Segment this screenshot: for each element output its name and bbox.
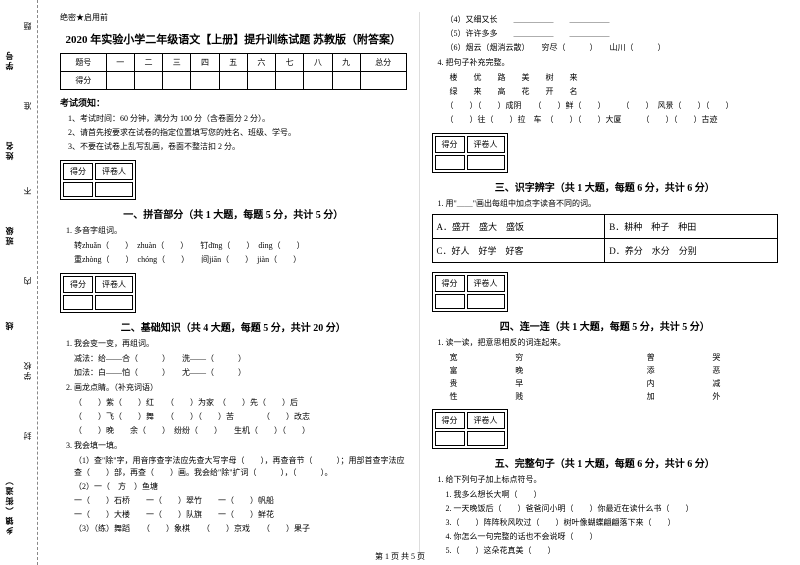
- section5-title: 五、完整句子（共 1 大题，每题 6 分，共计 6 分）: [432, 455, 779, 470]
- notice-item: 2、请首先按要求在试卷的指定位置填写您的姓名、班级、学号。: [68, 127, 407, 138]
- q-item: 4. 把句子补充完整。: [438, 57, 779, 69]
- binding-label: 姓名: [4, 140, 15, 160]
- notice-item: 3、不要在试卷上乱写乱画，卷面不整洁扣 2 分。: [68, 141, 407, 152]
- q-sub: 重zhòng（ ） chóng（ ） 间jiān（ ） jiàn（ ）: [74, 254, 407, 266]
- grader-box: 得分评卷人: [432, 409, 508, 449]
- q-item: 1. 给下列句子加上标点符号。: [438, 474, 779, 486]
- q-item: 1. 多音字组词。: [66, 225, 407, 237]
- q-sub: （ ）飞（ ）舞 （ ）（ ）苦 （ ）改志: [74, 411, 407, 423]
- binding-label: 线: [4, 320, 15, 330]
- binding-label: 班级: [4, 225, 15, 245]
- grader-box: 得分评卷人: [432, 133, 508, 173]
- q-item: 2. 画龙点睛。（补充词语）: [66, 382, 407, 394]
- q-sub: （5）许许多多 ＿＿＿＿＿ ＿＿＿＿＿: [446, 28, 779, 40]
- q-sub: 加法：白——怕（ ） 尤——（ ）: [74, 367, 407, 379]
- pair-row: 宽穷曾哭: [450, 352, 779, 363]
- q-item: 1. 我会变一变，再组词。: [66, 338, 407, 350]
- score-table: 题号 一 二 三 四 五 六 七 八 九 总分 得分: [60, 53, 407, 90]
- section4-title: 四、连一连（共 1 大题，每题 5 分，共计 5 分）: [432, 318, 779, 333]
- grader-box: 得分评卷人: [60, 160, 136, 200]
- exam-title: 2020 年实验小学二年级语文【上册】提升训练试题 苏教版（附答案）: [60, 31, 407, 47]
- binding-label: 学校: [22, 360, 33, 380]
- notice-item: 1、考试时间：60 分钟，满分为 100 分（含卷面分 2 分）。: [68, 113, 407, 124]
- notice-title: 考试须知：: [60, 96, 407, 109]
- binding-label: 不: [22, 185, 33, 195]
- section3-title: 三、识字辨字（共 1 大题，每题 6 分，共计 6 分）: [432, 179, 779, 194]
- q-sub: 楼 优 路 美 树 来: [450, 72, 779, 84]
- choice-table: A．盛开 盛大 盛饭 B．耕种 种子 种田 C．好人 好学 好客 D．养分 水分…: [432, 214, 779, 263]
- q-sub: 4. 你怎么一句完整的话也不会说呀（ ）: [446, 531, 779, 543]
- pair-row: 富晚添恶: [450, 365, 779, 376]
- q-sub: （1）查"除"字，用音序查字法应先查大写字母（ ），再查音节（ ）；用部首查字法…: [74, 455, 407, 479]
- grader-box: 得分评卷人: [432, 272, 508, 312]
- section1-title: 一、拼音部分（共 1 大题，每题 5 分，共计 5 分）: [60, 206, 407, 221]
- page-footer: 第 1 页 共 5 页: [0, 551, 800, 562]
- q-item: 3. 我会填一填。: [66, 440, 407, 452]
- q-sub: 3.（ ）阵阵秋风吹过（ ）树叶像蝴蝶翩翩落下来（ ）: [446, 517, 779, 529]
- pair-row: 贵早内减: [450, 378, 779, 389]
- binding-label: 准: [22, 100, 33, 110]
- pair-row: 性贱加外: [450, 391, 779, 402]
- grader-box: 得分评卷人: [60, 273, 136, 313]
- q-sub: （3）（练）舞蹈 （ ）象棋 （ ）京戏 （ ）果子: [74, 523, 407, 535]
- q-sub: （ ）紫（ ）红 （ ）为家 （ ）先（ ）后: [74, 397, 407, 409]
- binding-label: 学号: [4, 50, 15, 70]
- binding-label: 封: [22, 430, 33, 440]
- q-sub: 一（ ）石桥 一（ ）翠竹 一（ ）帆船: [74, 495, 407, 507]
- q-sub: （2）一（ 方 ）鱼塘: [74, 481, 407, 493]
- section2-title: 二、基础知识（共 4 大题，每题 5 分，共计 20 分）: [60, 319, 407, 334]
- binding-label: 内: [22, 275, 33, 285]
- q-sub: 减法：给——合（ ） 洗——（ ）: [74, 353, 407, 365]
- q-sub: （ ）晚 余（ ） 纷纷（ ） 生机（ ）（ ）: [74, 425, 407, 437]
- q-sub: 一（ ）大楼 一（ ）队旗 一（ ）鲜花: [74, 509, 407, 521]
- binding-label: 题: [22, 20, 33, 30]
- q-sub: 转zhuǎn（ ） zhuàn（ ） 钉dīng（ ） dìng（ ）: [74, 240, 407, 252]
- secret-label: 绝密★启用前: [60, 12, 407, 23]
- q-sub: （4）又细又长 ＿＿＿＿＿ ＿＿＿＿＿: [446, 14, 779, 26]
- q-sub: （6）烟云（烟消云散） 穷尽（ ） 山川（ ）: [446, 42, 779, 54]
- q-item: 1. 读一读，把意思相反的词连起来。: [438, 337, 779, 349]
- q-sub: 2. 一天晚饭后（ ）爸爸问小明（ ）你最近在读什么书（ ）: [446, 503, 779, 515]
- binding-label: 乡镇（街道）: [4, 475, 15, 535]
- q-sub: （ ）（ ）成阴 （ ）鲜（ ） （ ） 风景（ ）（ ）: [446, 100, 779, 112]
- q-item: 1. 用"＿＿"画出每组中加点字读音不同的词。: [438, 198, 779, 210]
- q-sub: 1. 我多么想长大啊（ ）: [446, 489, 779, 501]
- q-sub: 绿 来 高 花 开 名: [450, 86, 779, 98]
- q-sub: （ ）往（ ）拉 车 （ ）（ ）大厦 （ ）（ ）古迹: [446, 114, 779, 126]
